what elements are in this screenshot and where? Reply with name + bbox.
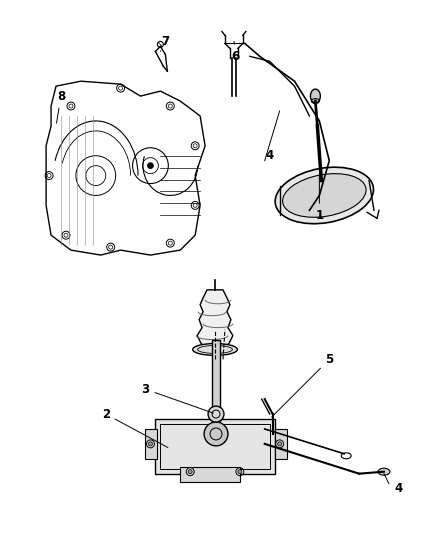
Ellipse shape — [193, 343, 237, 356]
Circle shape — [238, 470, 242, 474]
Circle shape — [188, 470, 192, 474]
Ellipse shape — [283, 174, 366, 217]
Text: 4: 4 — [265, 149, 274, 162]
Text: 2: 2 — [102, 408, 168, 448]
Circle shape — [148, 442, 152, 446]
Text: 8: 8 — [57, 90, 65, 123]
Circle shape — [204, 422, 228, 446]
Text: 5: 5 — [272, 353, 333, 417]
Text: 4: 4 — [395, 482, 403, 495]
Bar — [180, 467, 240, 482]
Ellipse shape — [275, 167, 374, 224]
Bar — [145, 429, 157, 459]
Text: 3: 3 — [141, 383, 213, 413]
Bar — [155, 419, 275, 474]
Bar — [275, 429, 286, 459]
Text: 6: 6 — [231, 41, 239, 63]
Bar — [212, 340, 220, 424]
Circle shape — [278, 442, 282, 446]
Circle shape — [148, 163, 153, 168]
Circle shape — [208, 406, 224, 422]
Bar — [160, 424, 270, 469]
Text: 7: 7 — [160, 35, 170, 51]
Polygon shape — [197, 290, 233, 348]
Ellipse shape — [311, 89, 320, 103]
Ellipse shape — [378, 468, 390, 475]
Text: 1: 1 — [315, 173, 323, 222]
